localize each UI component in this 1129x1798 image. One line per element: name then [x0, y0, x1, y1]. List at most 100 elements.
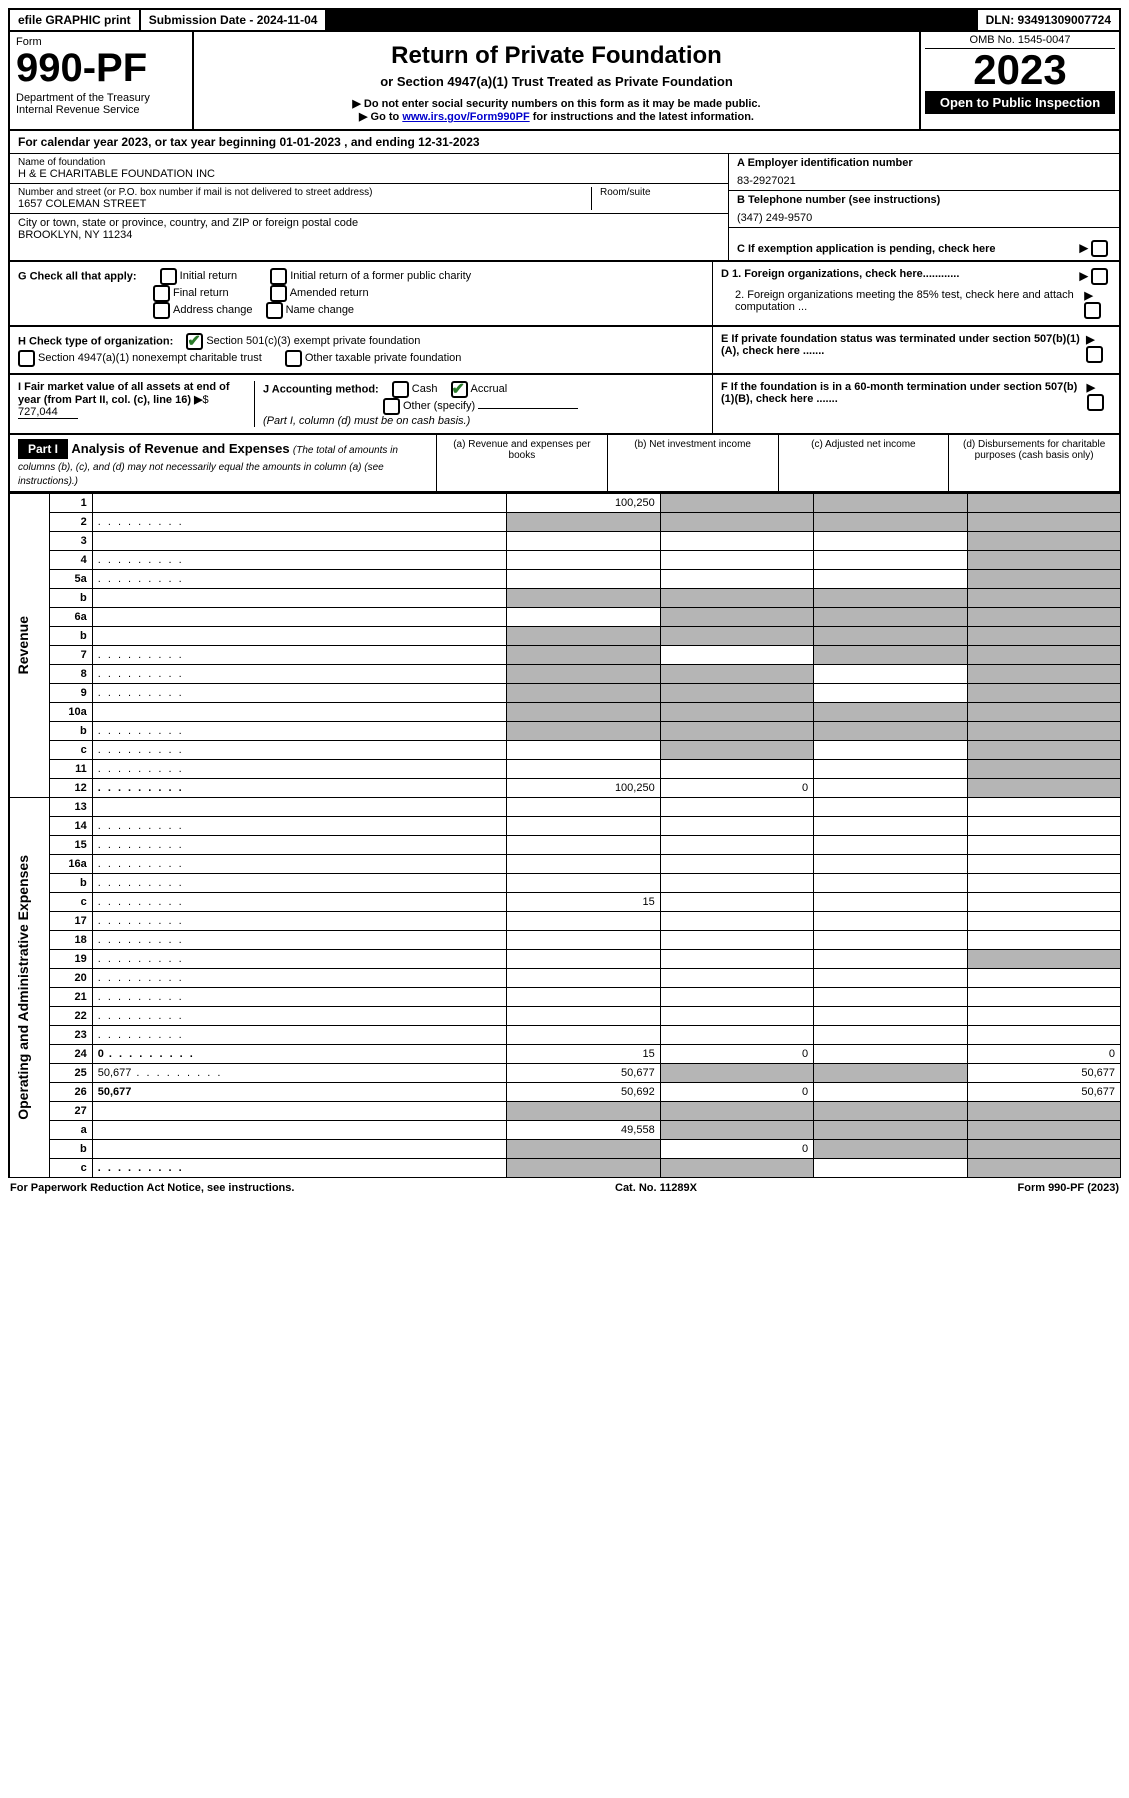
row-number: 18 [50, 931, 92, 950]
amount-cell-b [660, 836, 813, 855]
amount-cell-d [967, 684, 1120, 703]
h-section: H Check type of organization: Section 50… [10, 327, 713, 373]
i-j-f-block: I Fair market value of all assets at end… [8, 375, 1121, 435]
d1-checkbox[interactable] [1091, 268, 1108, 285]
amount-cell-a [507, 646, 660, 665]
row-number: 25 [50, 1064, 92, 1083]
initial-former-checkbox[interactable] [270, 268, 287, 285]
amount-cell-b [660, 931, 813, 950]
revenue-side-label: Revenue [9, 494, 50, 798]
amount-cell-a [507, 551, 660, 570]
amount-cell-b [660, 855, 813, 874]
g-section: G Check all that apply: Initial return I… [10, 262, 713, 325]
j-other-field[interactable] [478, 408, 578, 409]
footer-right: Form 990-PF (2023) [1018, 1182, 1120, 1194]
top-bar: efile GRAPHIC print Submission Date - 20… [8, 8, 1121, 32]
row-description [92, 931, 507, 950]
amount-cell-d: 50,677 [967, 1064, 1120, 1083]
g-label: G Check all that apply: [18, 270, 137, 282]
amount-cell-c [814, 893, 967, 912]
row-number: 3 [50, 532, 92, 551]
amount-cell-a [507, 1159, 660, 1178]
address-change-checkbox[interactable] [153, 302, 170, 319]
tel-label: B Telephone number (see instructions) [737, 194, 1111, 206]
row-number: 19 [50, 950, 92, 969]
e-checkbox[interactable] [1086, 346, 1103, 363]
row-number: 24 [50, 1045, 92, 1064]
amount-cell-b [660, 665, 813, 684]
c-checkbox[interactable] [1091, 240, 1108, 257]
g-d-block: G Check all that apply: Initial return I… [8, 262, 1121, 327]
ein-value: 83-2927021 [737, 169, 1111, 187]
form-subtitle: or Section 4947(a)(1) Trust Treated as P… [204, 74, 909, 89]
part1-header-block: Part I Analysis of Revenue and Expenses … [8, 435, 1121, 493]
f-checkbox[interactable] [1087, 394, 1104, 411]
final-return-checkbox[interactable] [153, 285, 170, 302]
h-e-block: H Check type of organization: Section 50… [8, 327, 1121, 375]
room-label: Room/suite [600, 187, 720, 198]
irs-link[interactable]: www.irs.gov/Form990PF [402, 111, 529, 123]
analysis-table: Revenue1100,2502345ab6ab78910abc1112100,… [8, 493, 1121, 1178]
page-footer: For Paperwork Reduction Act Notice, see … [8, 1178, 1121, 1194]
amount-cell-a: 15 [507, 1045, 660, 1064]
row-number: b [50, 874, 92, 893]
row-number: c [50, 1159, 92, 1178]
street-address: 1657 COLEMAN STREET [18, 198, 591, 210]
amount-cell-b [660, 494, 813, 513]
amount-cell-a [507, 912, 660, 931]
amount-cell-c [814, 1007, 967, 1026]
amount-cell-b [660, 1026, 813, 1045]
h-4947-checkbox[interactable] [18, 350, 35, 367]
footer-left: For Paperwork Reduction Act Notice, see … [10, 1182, 294, 1194]
amount-cell-d [967, 855, 1120, 874]
row-number: 15 [50, 836, 92, 855]
header-center: Return of Private Foundation or Section … [194, 32, 921, 129]
row-description [92, 1026, 507, 1045]
row-number: 26 [50, 1083, 92, 1102]
j-cash-label: Cash [412, 383, 438, 395]
amount-cell-c [814, 950, 967, 969]
amount-cell-b [660, 1007, 813, 1026]
amount-cell-a [507, 874, 660, 893]
amount-cell-d [967, 988, 1120, 1007]
address-cell: Number and street (or P.O. box number if… [10, 184, 728, 214]
h-other-checkbox[interactable] [285, 350, 302, 367]
amount-cell-b [660, 1102, 813, 1121]
dept-label: Department of the Treasury [16, 92, 186, 104]
amended-return-checkbox[interactable] [270, 285, 287, 302]
amount-cell-a [507, 760, 660, 779]
amount-cell-b [660, 1064, 813, 1083]
submission-date: Submission Date - 2024-11-04 [141, 10, 328, 30]
amount-cell-b [660, 988, 813, 1007]
city-label: City or town, state or province, country… [18, 217, 720, 229]
row-number: 6a [50, 608, 92, 627]
amount-cell-a [507, 817, 660, 836]
amount-cell-a [507, 570, 660, 589]
amount-cell-b: 0 [660, 779, 813, 798]
amount-cell-d [967, 1159, 1120, 1178]
row-description [92, 855, 507, 874]
initial-return-checkbox[interactable] [160, 268, 177, 285]
d2-checkbox[interactable] [1084, 302, 1101, 319]
j-accrual-checkbox[interactable] [451, 381, 468, 398]
h-501c3-checkbox[interactable] [186, 333, 203, 350]
amount-cell-b [660, 1159, 813, 1178]
row-number: 2 [50, 513, 92, 532]
amount-cell-a [507, 969, 660, 988]
name-change-label: Name change [286, 304, 355, 316]
foundation-name: H & E CHARITABLE FOUNDATION INC [18, 168, 720, 180]
row-description [92, 1159, 507, 1178]
ssn-note: ▶ Do not enter social security numbers o… [204, 97, 909, 110]
name-change-checkbox[interactable] [266, 302, 283, 319]
row-number: 5a [50, 570, 92, 589]
row-description [92, 703, 507, 722]
j-cash-checkbox[interactable] [392, 381, 409, 398]
efile-label: efile GRAPHIC print [10, 10, 141, 30]
amended-return-label: Amended return [290, 287, 369, 299]
address-change-label: Address change [173, 304, 253, 316]
amount-cell-d [967, 1026, 1120, 1045]
amount-cell-c [814, 551, 967, 570]
j-other-checkbox[interactable] [383, 398, 400, 415]
amount-cell-b [660, 741, 813, 760]
initial-return-label: Initial return [180, 270, 237, 282]
